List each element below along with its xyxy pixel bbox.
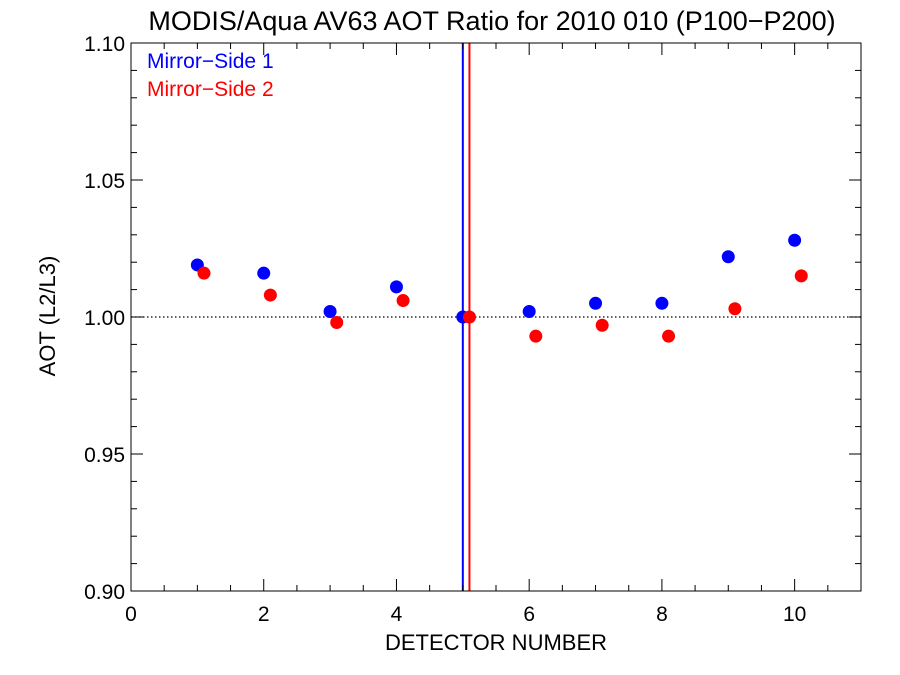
point-series-2-1: [197, 266, 211, 280]
y-tick-label: 1.00: [84, 307, 125, 330]
data-points: [190, 233, 808, 343]
point-series-1-8: [655, 296, 669, 310]
point-series-1-10: [788, 233, 802, 247]
point-series-1-7: [589, 296, 603, 310]
point-series-1-2: [257, 266, 271, 280]
chart-title: MODIS/Aqua AV63 AOT Ratio for 2010 010 (…: [148, 6, 835, 36]
point-series-2-3: [330, 315, 344, 329]
point-series-1-3: [323, 305, 337, 319]
point-series-2-2: [263, 288, 277, 302]
point-series-2-7: [595, 318, 609, 332]
point-series-2-10: [794, 269, 808, 283]
point-series-1-4: [389, 280, 403, 294]
point-series-1-9: [721, 250, 735, 264]
x-tick-label: 10: [783, 603, 806, 626]
y-axis-label: AOT (L2/L3): [35, 256, 60, 377]
legend: Mirror−Side 1 Mirror−Side 2: [147, 50, 274, 101]
x-tick-label: 0: [125, 603, 137, 626]
point-series-1-6: [522, 305, 536, 319]
x-tick-label: 2: [258, 603, 270, 626]
legend-entry-mirror-side-1: Mirror−Side 1: [147, 50, 274, 73]
point-series-2-9: [728, 302, 742, 316]
y-tick-label: 0.90: [84, 581, 125, 604]
point-series-2-5: [462, 310, 476, 324]
y-tick-label: 1.05: [84, 170, 125, 193]
axis-ticks: 0 2 4 6 8 10 0.90 0.95 1.00 1.05 1.10: [84, 33, 861, 626]
x-axis-label: DETECTOR NUMBER: [385, 630, 607, 655]
y-tick-label: 0.95: [84, 444, 125, 467]
point-series-2-8: [662, 329, 676, 343]
point-series-2-4: [396, 294, 410, 308]
point-series-2-6: [529, 329, 543, 343]
x-tick-label: 8: [656, 603, 668, 626]
x-tick-label: 6: [523, 603, 535, 626]
legend-entry-mirror-side-2: Mirror−Side 2: [147, 78, 274, 101]
x-tick-label: 4: [391, 603, 403, 626]
y-tick-label: 1.10: [84, 33, 125, 56]
